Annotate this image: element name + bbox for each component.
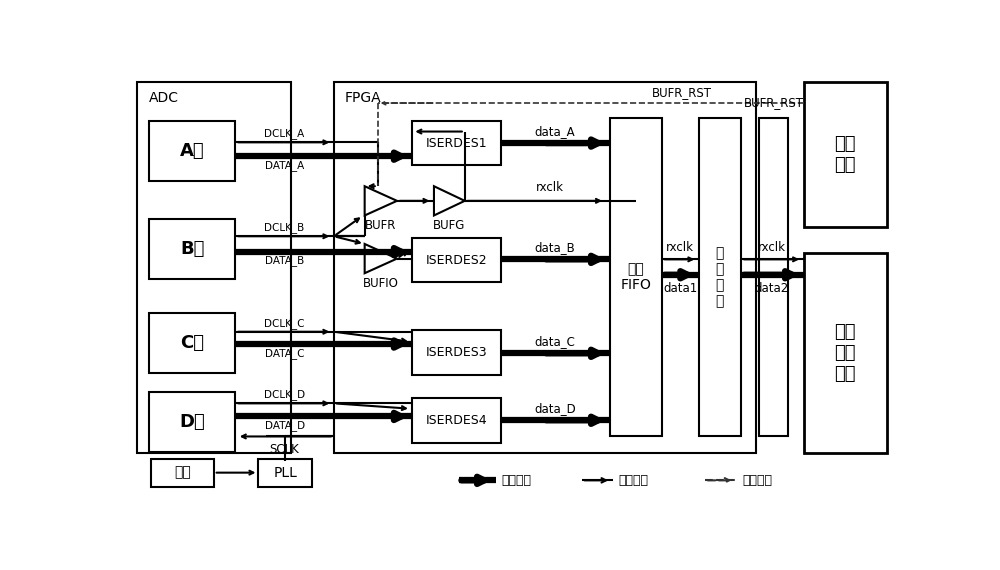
Text: BUFG: BUFG xyxy=(433,219,466,233)
Bar xyxy=(804,82,887,227)
Bar xyxy=(804,253,887,453)
Bar xyxy=(699,119,741,435)
Text: 复位
产生: 复位 产生 xyxy=(834,135,856,174)
Bar xyxy=(137,82,291,453)
Text: BUFIO: BUFIO xyxy=(363,277,399,290)
Text: BUFR_RST: BUFR_RST xyxy=(652,86,712,99)
Bar xyxy=(334,82,756,453)
Text: data1: data1 xyxy=(663,283,697,295)
Text: DCLK_B: DCLK_B xyxy=(264,222,305,233)
Text: A核: A核 xyxy=(180,142,204,160)
Text: 数据信号: 数据信号 xyxy=(502,474,532,487)
Text: ISERDES2: ISERDES2 xyxy=(425,254,487,267)
Bar xyxy=(149,314,235,373)
Text: FPGA: FPGA xyxy=(345,92,381,105)
Text: BUFR: BUFR xyxy=(365,219,397,233)
Text: data2: data2 xyxy=(755,283,789,295)
Bar xyxy=(610,119,662,435)
Text: data_C: data_C xyxy=(534,335,575,348)
Text: ISERDES1: ISERDES1 xyxy=(425,137,487,149)
Bar xyxy=(412,330,501,375)
Text: 同步
FIFO: 同步 FIFO xyxy=(620,262,651,292)
Bar xyxy=(412,398,501,443)
Text: DATA_D: DATA_D xyxy=(265,420,305,431)
Text: ISERDES4: ISERDES4 xyxy=(425,414,487,427)
Text: rxclk: rxclk xyxy=(666,241,694,254)
Text: 控制信号: 控制信号 xyxy=(742,474,772,487)
Text: 系统
控制
中心: 系统 控制 中心 xyxy=(834,324,856,383)
Text: DATA_A: DATA_A xyxy=(265,160,304,171)
Text: DCLK_D: DCLK_D xyxy=(264,389,305,400)
Text: B核: B核 xyxy=(180,239,204,258)
Text: data_A: data_A xyxy=(535,125,575,138)
Text: ADC: ADC xyxy=(149,92,179,105)
Text: SCLK: SCLK xyxy=(270,443,299,457)
Text: C核: C核 xyxy=(180,334,204,352)
Text: D核: D核 xyxy=(179,413,205,431)
Text: data_D: data_D xyxy=(534,402,576,415)
Bar xyxy=(258,459,312,487)
Text: DCLK_A: DCLK_A xyxy=(264,128,305,139)
Bar xyxy=(149,218,235,279)
Text: rxclk: rxclk xyxy=(535,181,563,194)
Bar xyxy=(149,121,235,181)
Text: rxclk: rxclk xyxy=(758,241,786,254)
Text: DATA_C: DATA_C xyxy=(265,348,304,359)
Bar xyxy=(412,121,501,165)
Text: 晶振: 晶振 xyxy=(174,466,191,479)
Text: BUFR_RST: BUFR_RST xyxy=(744,96,804,109)
Bar xyxy=(412,238,501,283)
Bar xyxy=(759,119,788,435)
Text: 数
据
处
理: 数 据 处 理 xyxy=(715,246,724,308)
Text: DCLK_C: DCLK_C xyxy=(264,317,305,329)
Text: PLL: PLL xyxy=(273,466,297,479)
Text: DATA_B: DATA_B xyxy=(265,255,304,266)
Text: 时钟信号: 时钟信号 xyxy=(619,474,649,487)
Bar xyxy=(151,459,214,487)
Bar xyxy=(149,392,235,452)
Text: ISERDES3: ISERDES3 xyxy=(425,346,487,359)
Text: data_B: data_B xyxy=(534,241,575,254)
